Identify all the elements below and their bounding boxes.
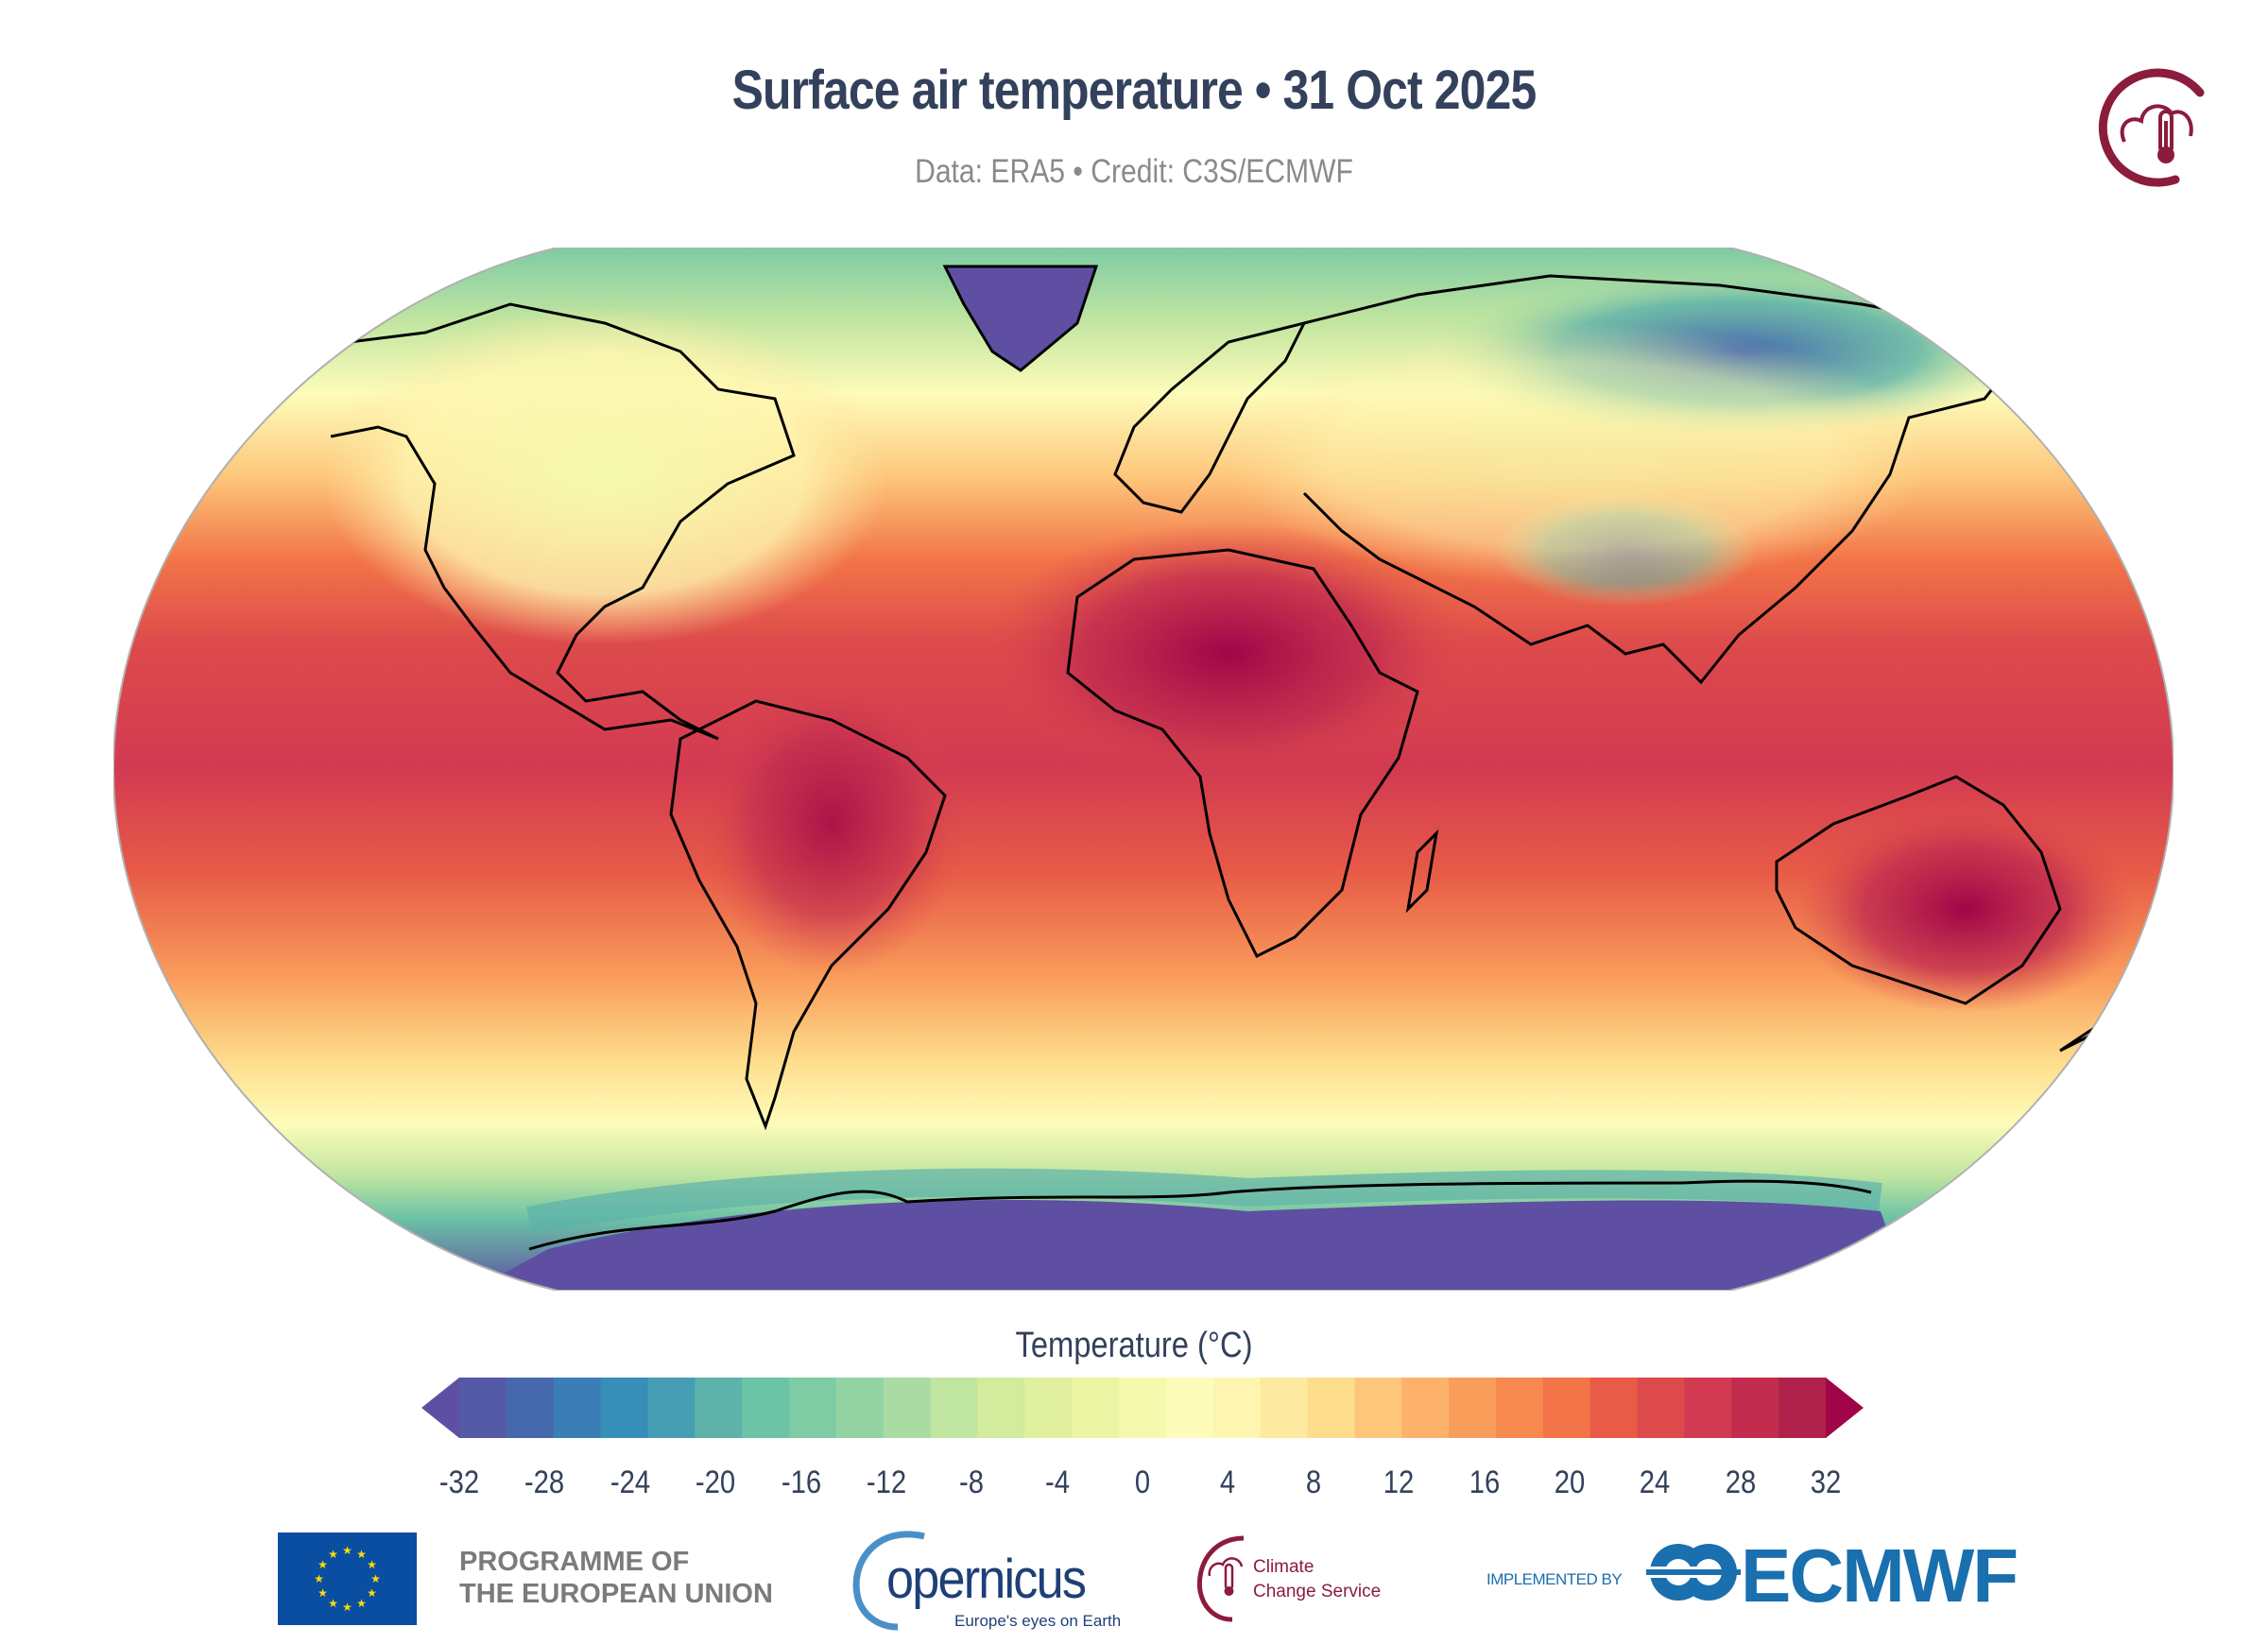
colorbar-tick-label: -24 [610,1464,650,1500]
c3s-line1: Climate [1253,1557,1314,1577]
colorbar-tick-label: -12 [866,1464,907,1500]
colorbar-tick-label: -32 [438,1464,480,1500]
svg-text:★: ★ [367,1558,377,1571]
colorbar-tick-label: 0 [1134,1464,1151,1500]
page-subtitle: Data: ERA5 • Credit: C3S/ECMWF [915,153,1353,190]
copernicus-arc-icon [852,1531,925,1631]
svg-text:★: ★ [356,1548,367,1561]
colorbar-label: Temperature (°C) [1015,1326,1253,1365]
c3s-footer-icon [1196,1535,1245,1622]
colorbar-tick-label: 24 [1639,1464,1671,1500]
svg-text:★: ★ [314,1572,324,1585]
colorbar-tick-label: 32 [1810,1464,1842,1500]
copernicus-logo: opernicus Europe's eyes on Earth [849,1525,1123,1631]
c3s-line2: Change Service [1253,1582,1382,1601]
svg-text:★: ★ [318,1586,328,1600]
temperature-map [113,248,2174,1291]
svg-text:★: ★ [370,1572,381,1585]
page-title: Surface air temperature • 31 Oct 2025 [731,60,1538,121]
colorbar-tick-label: -16 [781,1464,821,1500]
ecmwf-symbol-icon [1646,1544,1741,1601]
colorbar-tick-label: 8 [1305,1464,1321,1500]
coastlines [330,265,2147,1251]
colorbar-tick-label: 28 [1725,1464,1756,1500]
eu-programme-text: PROGRAMME OF THE EUROPEAN UNION [459,1546,773,1610]
colorbar-tick-label: -28 [524,1464,565,1500]
ecmwf-logo: ECMWF [1646,1533,2024,1618]
eu-text-line1: PROGRAMME OF [459,1547,690,1577]
svg-text:★: ★ [356,1597,367,1610]
colorbar-tick-label: 20 [1554,1464,1586,1500]
c3s-logo-icon [2098,68,2205,187]
colorbar-tick-label: -8 [959,1464,985,1500]
svg-text:★: ★ [328,1548,338,1561]
eu-flag-icon: ★ ★ ★ ★ ★ ★ ★ ★ ★ ★ ★ ★ [278,1533,417,1625]
colorbar-tick-label: -4 [1044,1464,1070,1500]
c3s-footer-logo: Climate Change Service [1194,1529,1440,1623]
colorbar-tick-label: 16 [1469,1464,1500,1500]
colorbar-ticks: -32 -28 -24 -20 -16 -12 -8 -4 0 4 8 12 16 20 24 28 32 [0,1464,2268,1506]
svg-text:★: ★ [342,1601,352,1614]
ecmwf-wordmark: ECMWF [1741,1533,2019,1618]
svg-text:★: ★ [328,1597,338,1610]
copernicus-tagline: Europe's eyes on Earth [954,1612,1122,1630]
colorbar-tick-label: 4 [1220,1464,1236,1500]
colorbar-tick-label: -20 [695,1464,736,1500]
eu-text-line2: THE EUROPEAN UNION [459,1579,773,1609]
svg-text:★: ★ [342,1544,352,1557]
svg-text:★: ★ [318,1558,328,1571]
implemented-by-text: IMPLEMENTED BY [1486,1570,1623,1588]
colorbar [421,1378,1864,1438]
colorbar-tick-label: 12 [1383,1464,1415,1500]
copernicus-wordmark: opernicus [886,1549,1087,1610]
svg-text:★: ★ [367,1586,377,1600]
